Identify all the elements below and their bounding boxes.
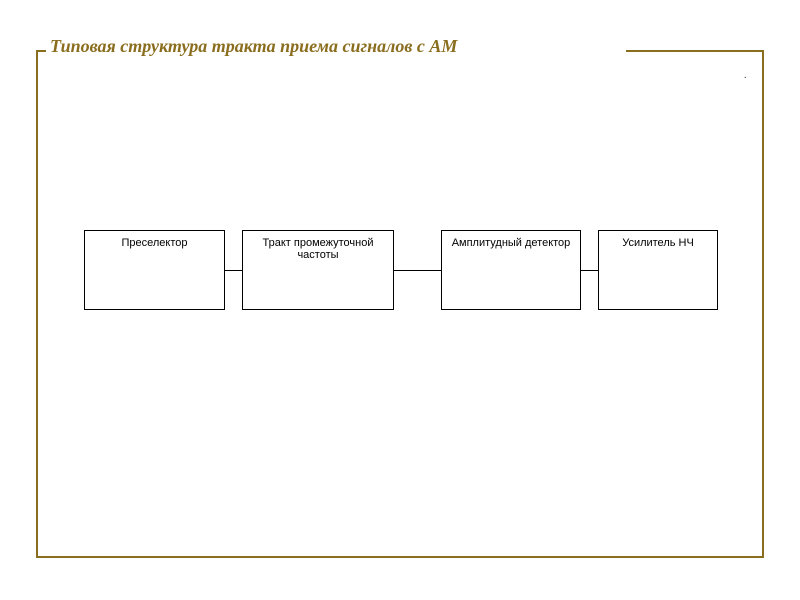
block-label: Амплитудный детектор xyxy=(452,237,571,249)
connector-am-detector-lf-amp xyxy=(581,270,598,271)
block-label: Преселектор xyxy=(121,237,187,249)
block-if-tract: Тракт промежуточной частоты xyxy=(242,230,394,310)
block-am-detector: Амплитудный детектор xyxy=(441,230,581,310)
connector-preselector-if-tract xyxy=(225,270,242,271)
block-label: Тракт промежуточной частоты xyxy=(263,237,374,261)
block-lf-amp: Усилитель НЧ xyxy=(598,230,718,310)
title-rule-right xyxy=(626,50,764,52)
block-label: Усилитель НЧ xyxy=(622,237,694,249)
connector-if-tract-am-detector xyxy=(394,270,441,271)
slide-title: Типовая структура тракта приема сигналов… xyxy=(50,36,457,57)
block-preselector: Преселектор xyxy=(84,230,225,310)
title-rule-left xyxy=(36,50,46,52)
decorative-dot: . xyxy=(744,70,747,81)
